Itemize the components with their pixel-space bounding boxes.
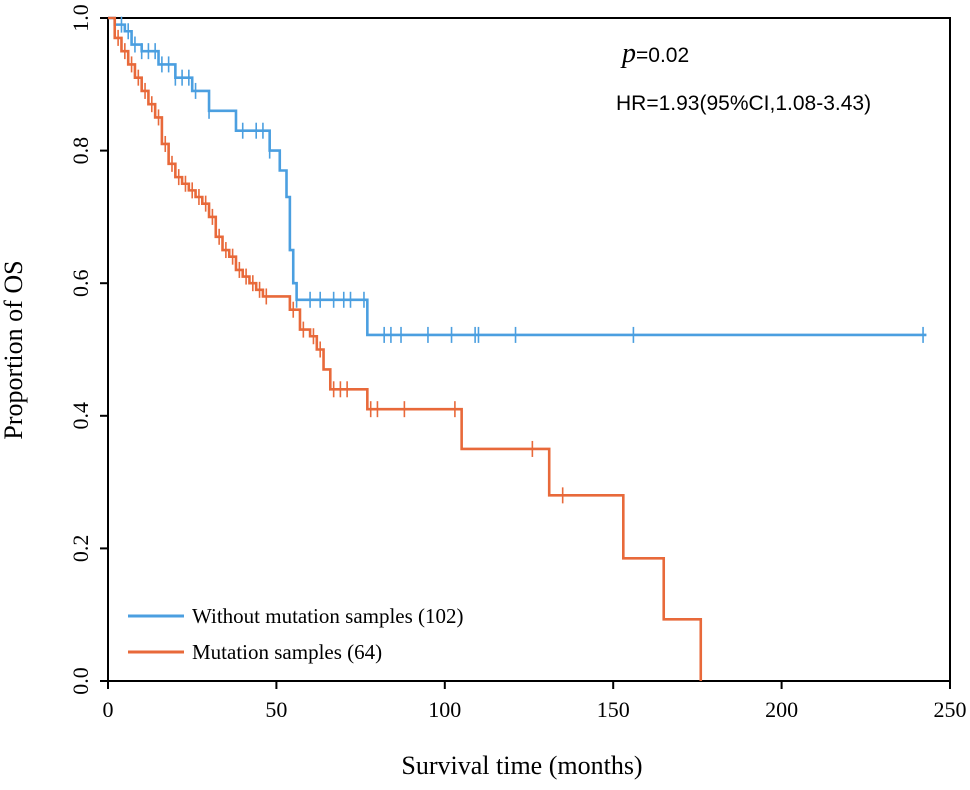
legend-label-mutation: Mutation samples (64) (192, 640, 382, 664)
p-value-annotation: p=0.02 (620, 38, 689, 69)
p-value: =0.02 (636, 44, 689, 67)
x-tick-label: 200 (765, 697, 798, 722)
series-layer (108, 16, 927, 681)
y-tick-label: 0.4 (68, 402, 93, 430)
x-axis: 0 50 100 150 200 250 (103, 681, 967, 722)
y-tick-label: 1.0 (68, 4, 93, 32)
y-tick-label: 0.2 (68, 535, 93, 563)
plot-frame (107, 17, 951, 682)
y-tick-label: 0.0 (68, 667, 93, 695)
y-axis: 0.0 0.2 0.4 0.6 0.8 1.0 (68, 4, 108, 695)
y-axis-title: Proportion of OS (0, 260, 28, 439)
x-tick-label: 150 (597, 697, 630, 722)
y-tick-label: 0.6 (68, 269, 93, 297)
x-tick-label: 100 (428, 697, 461, 722)
survival-curve-mutation (108, 16, 703, 681)
p-label: p (620, 38, 636, 69)
legend: Without mutation samples (102) Mutation … (128, 604, 464, 664)
y-tick-label: 0.8 (68, 137, 93, 165)
x-axis-title: Survival time (months) (401, 751, 642, 780)
legend-label-without-mutation: Without mutation samples (102) (192, 604, 464, 628)
x-tick-label: 250 (934, 697, 967, 722)
x-tick-label: 50 (265, 697, 287, 722)
x-tick-label: 0 (103, 697, 114, 722)
hazard-ratio-annotation: HR=1.93(95%CI,1.08-3.43) (616, 92, 871, 115)
survival-curve-without-mutation (108, 16, 927, 337)
